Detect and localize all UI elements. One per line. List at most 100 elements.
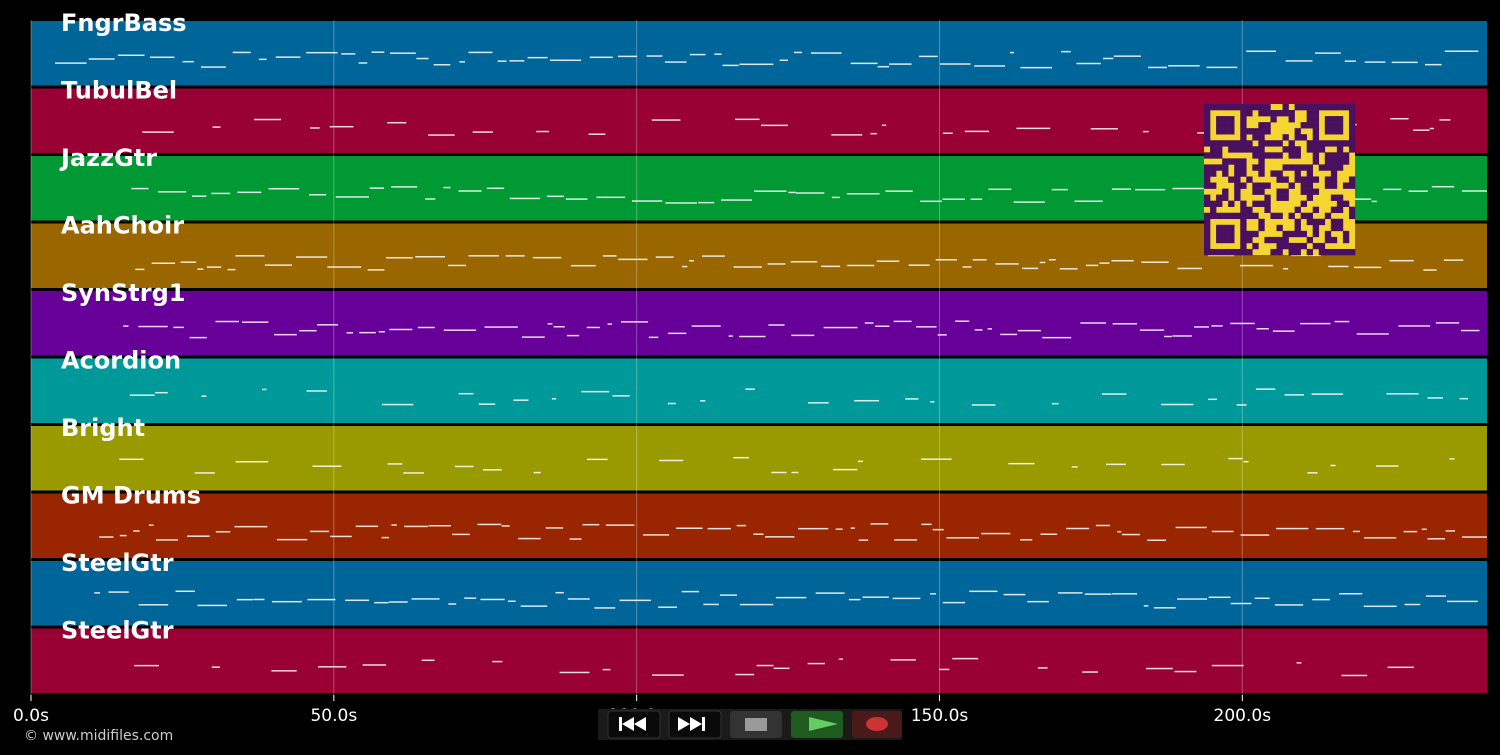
- qr-cell: [1216, 230, 1223, 238]
- note: [862, 596, 889, 598]
- note: [1020, 66, 1053, 69]
- note: [1142, 130, 1149, 133]
- qr-cell: [1240, 212, 1247, 220]
- note: [138, 325, 168, 328]
- note: [1413, 129, 1430, 131]
- note: [415, 256, 446, 258]
- rewind-button[interactable]: [607, 710, 661, 739]
- note: [894, 539, 918, 541]
- qr-cell: [1264, 206, 1271, 214]
- note: [1177, 267, 1202, 270]
- qr-cell: [1240, 146, 1247, 153]
- note: [1020, 539, 1033, 541]
- note: [151, 262, 176, 264]
- note: [1206, 66, 1238, 69]
- note: [175, 590, 195, 593]
- note: [1141, 261, 1169, 263]
- note: [1230, 322, 1255, 325]
- note: [1444, 50, 1479, 52]
- track-name: GM Drums: [61, 482, 201, 510]
- note: [271, 670, 297, 672]
- note: [1194, 326, 1209, 328]
- note: [55, 62, 87, 64]
- qr-cell: [1312, 128, 1320, 135]
- play-button[interactable]: [791, 711, 843, 738]
- note: [1051, 188, 1068, 191]
- qr-cell: [1306, 116, 1314, 123]
- stop-button[interactable]: [730, 711, 782, 738]
- qr-cell: [1222, 230, 1229, 238]
- note: [1341, 674, 1368, 677]
- qr-cell: [1336, 158, 1344, 165]
- qr-cell: [1258, 188, 1265, 195]
- note: [1240, 534, 1270, 536]
- note: [775, 596, 807, 599]
- note: [341, 53, 356, 55]
- qr-cell: [1330, 158, 1338, 165]
- qr-cell: [1222, 212, 1229, 220]
- note: [428, 134, 455, 136]
- qr-cell: [1300, 164, 1307, 171]
- note: [189, 336, 207, 339]
- note: [521, 336, 545, 338]
- qr-cell: [1306, 140, 1314, 147]
- qr-cell: [1240, 104, 1247, 111]
- note: [549, 59, 582, 62]
- qr-cell: [1306, 194, 1314, 201]
- qr-cell: [1282, 176, 1289, 183]
- qr-cell: [1252, 200, 1259, 207]
- note: [833, 468, 858, 471]
- qr-cell: [1342, 200, 1350, 207]
- qr-cell: [1204, 134, 1211, 141]
- note: [1364, 537, 1397, 539]
- qr-cell: [1288, 212, 1295, 220]
- note: [586, 458, 608, 461]
- qr-cell: [1264, 140, 1271, 147]
- qr-cell: [1348, 128, 1356, 135]
- note: [310, 127, 320, 129]
- note: [807, 662, 825, 665]
- qr-cell: [1336, 164, 1344, 171]
- note: [329, 125, 354, 128]
- qr-cell: [1330, 224, 1338, 232]
- note: [425, 198, 436, 200]
- qr-cell: [1324, 248, 1332, 256]
- note: [1312, 598, 1330, 601]
- tick-label: 50.0s: [310, 706, 357, 726]
- qr-cell: [1270, 170, 1277, 177]
- note: [362, 664, 387, 666]
- qr-cell: [1330, 104, 1338, 111]
- qr-cell: [1312, 146, 1320, 153]
- forward-button[interactable]: [668, 710, 722, 739]
- note: [667, 402, 676, 405]
- note: [707, 527, 731, 530]
- qr-cell: [1288, 110, 1295, 117]
- note: [1314, 52, 1341, 54]
- note: [753, 533, 764, 535]
- qr-cell: [1276, 242, 1283, 250]
- note: [1421, 528, 1427, 531]
- qr-cell: [1300, 230, 1307, 238]
- note: [1172, 335, 1192, 337]
- qr-cell: [1306, 122, 1314, 129]
- track-lane: [31, 21, 1487, 86]
- note: [970, 198, 983, 200]
- note: [988, 188, 1012, 191]
- note: [791, 471, 799, 474]
- note: [464, 597, 477, 599]
- record-button[interactable]: [852, 711, 902, 738]
- qr-cell: [1204, 218, 1211, 226]
- qr-cell: [1258, 104, 1265, 111]
- note: [1057, 592, 1083, 594]
- note: [719, 594, 737, 596]
- note: [1344, 60, 1356, 62]
- note: [197, 268, 204, 270]
- note: [180, 261, 197, 263]
- note: [546, 195, 564, 198]
- note: [148, 524, 154, 526]
- note: [714, 53, 722, 55]
- qr-cell: [1234, 182, 1241, 189]
- note: [798, 527, 829, 530]
- qr-cell: [1204, 104, 1211, 111]
- qr-cell: [1204, 248, 1211, 256]
